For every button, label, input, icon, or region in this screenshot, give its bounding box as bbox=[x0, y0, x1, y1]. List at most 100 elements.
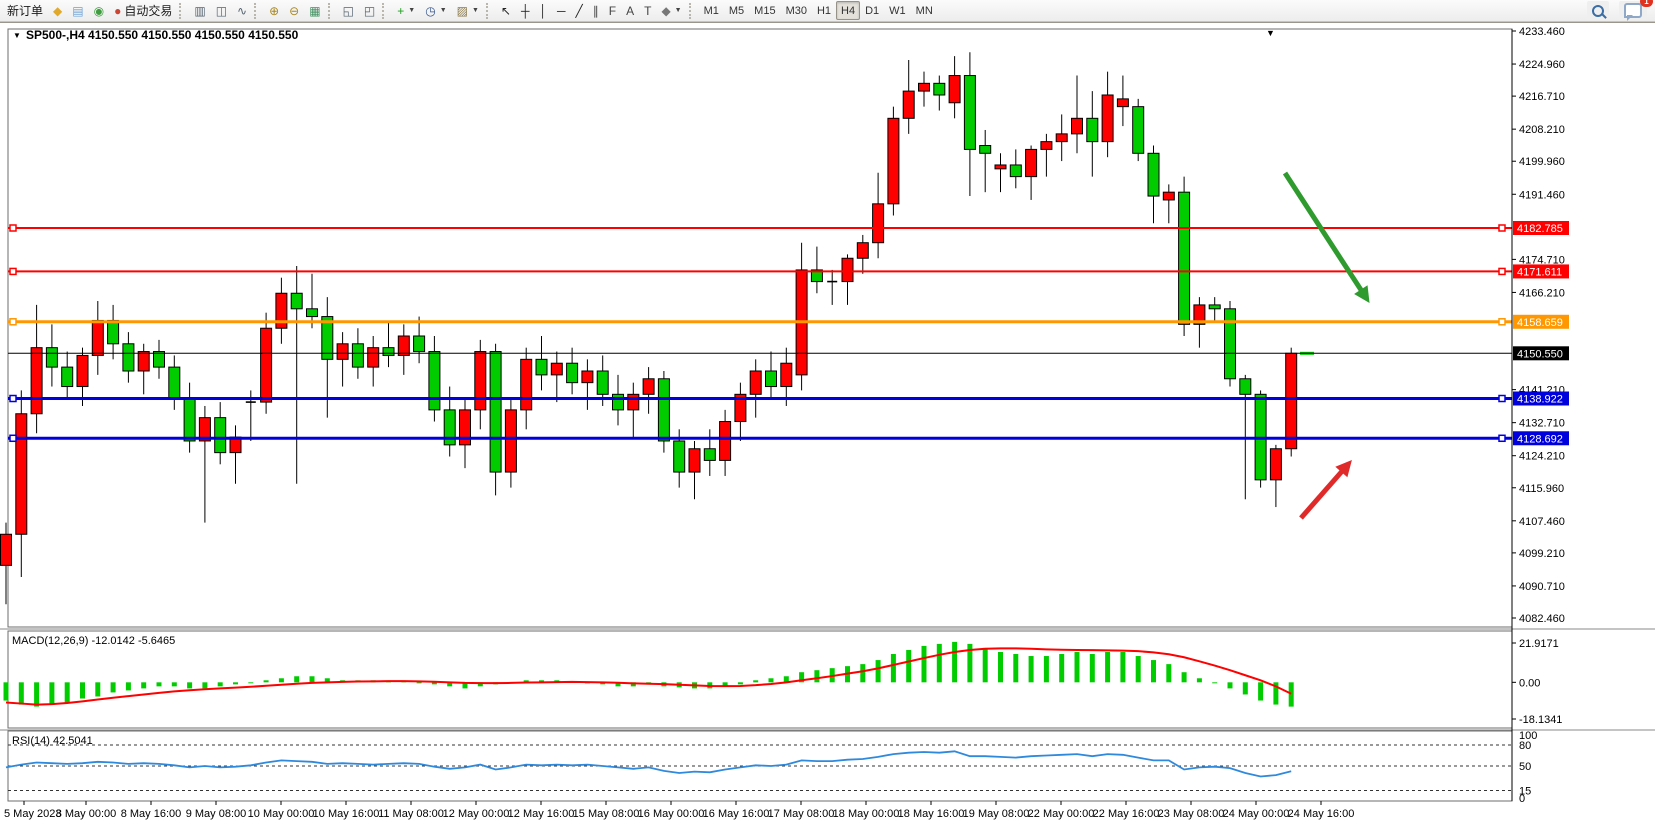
tf-m5-label: M5 bbox=[728, 4, 745, 17]
svg-text:50: 50 bbox=[1519, 761, 1531, 773]
svg-text:4224.960: 4224.960 bbox=[1519, 59, 1565, 71]
new-order-button-label: 新订单 bbox=[7, 3, 44, 18]
hline-4182.785[interactable] bbox=[8, 224, 1512, 232]
tf-mn-label: MN bbox=[915, 4, 933, 17]
svg-text:4099.210: 4099.210 bbox=[1519, 548, 1565, 560]
svg-text:4115.960: 4115.960 bbox=[1519, 483, 1564, 495]
toolbar-separator bbox=[382, 2, 388, 19]
tf-m15-label: M15 bbox=[754, 4, 776, 17]
tf-w1-label: W1 bbox=[889, 4, 906, 17]
svg-text:4082.460: 4082.460 bbox=[1519, 613, 1565, 625]
cursor-tool[interactable]: ↖ bbox=[496, 1, 516, 20]
up-signal-arrow[interactable] bbox=[1299, 459, 1352, 520]
market-watch-icon[interactable]: ▤ bbox=[67, 1, 88, 20]
chart-title: ▼ SP500-,H4 4150.550 4150.550 4150.550 41… bbox=[13, 28, 299, 42]
channel-tool[interactable]: ∥ bbox=[588, 1, 604, 20]
periods-icon: ◷ bbox=[425, 3, 436, 18]
tf-mn[interactable]: MN bbox=[911, 1, 938, 20]
hline-4171.611[interactable] bbox=[8, 267, 1512, 276]
signals-icon[interactable]: ◉ bbox=[89, 1, 109, 20]
notifications-button[interactable]: 1 bbox=[1619, 0, 1653, 21]
vertical-line-icon: │ bbox=[539, 3, 547, 18]
hline-4128.692[interactable] bbox=[8, 434, 1512, 443]
toolbar-group: ▥ ◫ ∿ bbox=[189, 0, 252, 22]
svg-text:10 May 16:00: 10 May 16:00 bbox=[313, 808, 380, 820]
svg-text:100: 100 bbox=[1519, 730, 1537, 742]
dropdown-caret-icon: ▼ bbox=[439, 7, 447, 14]
macd-indicator: MACD(12,26,9) -12.0142 -5.6465 21.9171 0.0… bbox=[3, 635, 1562, 726]
svg-text:21.9171: 21.9171 bbox=[1519, 638, 1559, 650]
tf-m1[interactable]: M1 bbox=[699, 1, 724, 20]
tf-h4[interactable]: H4 bbox=[836, 1, 861, 20]
zoom-out-icon-icon: ⊖ bbox=[289, 3, 300, 18]
fibonacci-icon: F bbox=[608, 3, 617, 18]
dropdown-caret-icon: ▼ bbox=[408, 7, 416, 14]
tf-h4-label: H4 bbox=[841, 4, 856, 17]
svg-text:18 May 16:00: 18 May 16:00 bbox=[898, 808, 965, 820]
svg-text:15 May 08:00: 15 May 08:00 bbox=[573, 808, 640, 820]
down-trend-arrow[interactable] bbox=[1282, 171, 1370, 304]
cursor-icon: ↖ bbox=[500, 3, 511, 18]
candlestick-chart-icon-icon: ◫ bbox=[215, 3, 228, 18]
auto-scroll-icon[interactable]: ◱ bbox=[338, 1, 359, 20]
svg-text:8 May 16:00: 8 May 16:00 bbox=[121, 808, 182, 820]
metaquotes-icon[interactable]: ◆ bbox=[48, 1, 67, 20]
toolbar-group: ↖ ┼ │ ─ ╱ ∥ F A T ◆ ▼ bbox=[496, 0, 687, 22]
zoom-out-icon[interactable]: ⊖ bbox=[284, 1, 304, 20]
indicators-icon: + bbox=[397, 3, 405, 18]
svg-text:24 May 00:00: 24 May 00:00 bbox=[1223, 808, 1290, 820]
text-tool[interactable]: A bbox=[621, 1, 639, 20]
chart-window[interactable]: 4233.460 4224.960 4216.710 4208.210 4199.960… bbox=[0, 22, 1655, 827]
zoom-in-icon[interactable]: ⊕ bbox=[264, 1, 284, 20]
search-button[interactable] bbox=[1587, 1, 1609, 20]
auto-trading-button[interactable]: ● 自动交易 bbox=[109, 1, 177, 20]
svg-text:4150.550: 4150.550 bbox=[1517, 348, 1563, 360]
periods-button[interactable]: ◷ ▼ bbox=[420, 1, 451, 20]
dropdown-caret-icon: ▼ bbox=[471, 7, 479, 14]
tf-m5[interactable]: M5 bbox=[724, 1, 749, 20]
svg-text:4124.210: 4124.210 bbox=[1519, 451, 1565, 463]
new-order-button[interactable]: 新订单 bbox=[2, 1, 48, 20]
svg-text:4132.710: 4132.710 bbox=[1519, 418, 1565, 430]
templates-button[interactable]: ▨ ▼ bbox=[452, 1, 484, 20]
chart-shift-icon[interactable]: ◰ bbox=[359, 1, 380, 20]
label-tool[interactable]: T bbox=[639, 1, 656, 20]
tf-h1[interactable]: H1 bbox=[812, 1, 836, 20]
crosshair-tool[interactable]: ┼ bbox=[516, 1, 535, 20]
svg-text:4174.710: 4174.710 bbox=[1519, 254, 1565, 266]
candlestick-chart-icon[interactable]: ◫ bbox=[211, 1, 232, 20]
svg-text:12 May 00:00: 12 May 00:00 bbox=[443, 808, 510, 820]
text-icon: A bbox=[626, 3, 635, 18]
svg-text:4171.611: 4171.611 bbox=[1517, 266, 1562, 278]
hline-4158.659[interactable] bbox=[8, 318, 1512, 326]
channel-icon: ∥ bbox=[592, 3, 599, 18]
tf-w1[interactable]: W1 bbox=[884, 1, 911, 20]
signals-icon-icon: ◉ bbox=[93, 3, 105, 18]
line-chart-icon[interactable]: ∿ bbox=[232, 1, 252, 20]
svg-text:18 May 00:00: 18 May 00:00 bbox=[833, 808, 900, 820]
trendline-tool[interactable]: ╱ bbox=[571, 1, 588, 20]
price-axis[interactable]: 4233.460 4224.960 4216.710 4208.210 4199.960… bbox=[1511, 26, 1569, 801]
chart-corner-caret[interactable]: ▼ bbox=[1266, 28, 1275, 38]
tf-m30[interactable]: M30 bbox=[781, 1, 812, 20]
shapes-tool[interactable]: ◆ ▼ bbox=[656, 1, 686, 20]
tile-windows-icon[interactable]: ▦ bbox=[304, 1, 325, 20]
svg-text:RSI(14) 42.5041: RSI(14) 42.5041 bbox=[12, 735, 93, 747]
svg-text:4138.922: 4138.922 bbox=[1517, 394, 1563, 406]
bar-chart-icon[interactable]: ▥ bbox=[189, 1, 210, 20]
indicators-button[interactable]: + ▼ bbox=[392, 1, 420, 20]
zoom-in-icon-icon: ⊕ bbox=[269, 3, 280, 18]
horizontal-line-tool[interactable]: ─ bbox=[552, 1, 571, 20]
tf-d1[interactable]: D1 bbox=[860, 1, 884, 20]
tf-m1-label: M1 bbox=[703, 4, 719, 17]
svg-text:0: 0 bbox=[1519, 793, 1525, 805]
fibonacci-tool[interactable]: F bbox=[604, 1, 621, 20]
tf-m15[interactable]: M15 bbox=[749, 1, 780, 20]
hline-4138.922[interactable] bbox=[8, 394, 1512, 403]
tf-d1-label: D1 bbox=[865, 4, 880, 17]
svg-text:80: 80 bbox=[1519, 740, 1531, 752]
chart-area[interactable]: 4233.460 4224.960 4216.710 4208.210 4199.960… bbox=[0, 23, 1655, 827]
vertical-line-tool[interactable]: │ bbox=[534, 1, 552, 20]
